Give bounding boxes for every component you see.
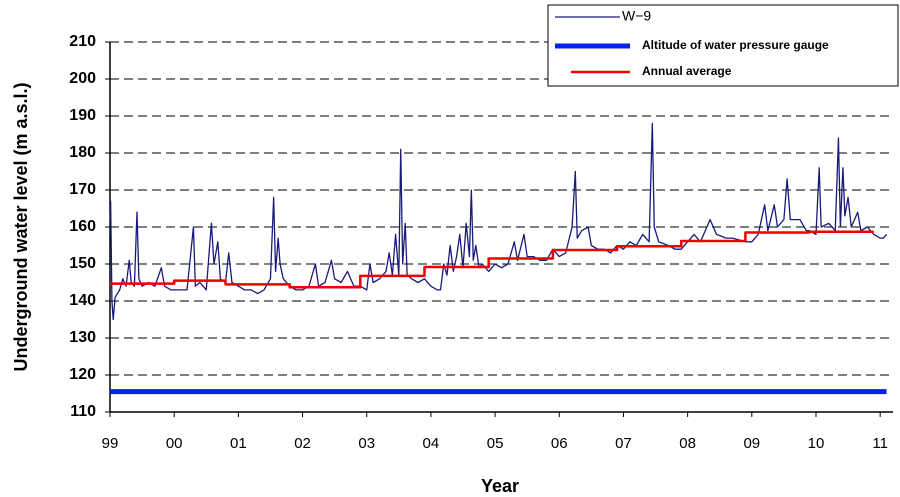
x-tick-label: 05 <box>487 435 504 452</box>
x-tick-label: 09 <box>743 435 760 452</box>
legend-label: Annual average <box>642 64 732 78</box>
y-tick-label: 160 <box>69 218 96 235</box>
legend-label: Altitude of water pressure gauge <box>642 38 829 52</box>
x-tick-label: 06 <box>551 435 568 452</box>
data-line <box>109 122 888 321</box>
x-axis-label: Year <box>481 476 519 496</box>
x-tick-label: 02 <box>294 435 311 452</box>
y-tick-label: 190 <box>69 107 96 124</box>
x-tick-label: 07 <box>615 435 632 452</box>
y-tick-label: 130 <box>69 329 96 346</box>
x-tick-label: 00 <box>166 435 183 452</box>
y-tick-label: 110 <box>70 403 96 420</box>
x-tick-label: 99 <box>102 435 119 452</box>
y-tick-label: 120 <box>69 366 96 383</box>
y-tick-label: 180 <box>69 144 96 161</box>
x-tick-label: 04 <box>423 435 440 452</box>
y-tick-label: 150 <box>69 255 96 272</box>
y-tick-label: 200 <box>69 70 96 87</box>
y-tick-label: 170 <box>69 181 96 198</box>
x-tick-label: 11 <box>872 435 888 452</box>
x-tick-label: 10 <box>808 435 825 452</box>
y-tick-label: 210 <box>69 33 96 50</box>
y-axis-label: Underground water level (m a.s.l.) <box>11 82 31 371</box>
data-line <box>110 230 874 289</box>
y-tick-label: 140 <box>69 292 96 309</box>
x-tick-label: 03 <box>358 435 375 452</box>
x-tick-label: 08 <box>679 435 696 452</box>
legend-label: W−9 <box>622 8 651 24</box>
x-tick-label: 01 <box>230 435 247 452</box>
